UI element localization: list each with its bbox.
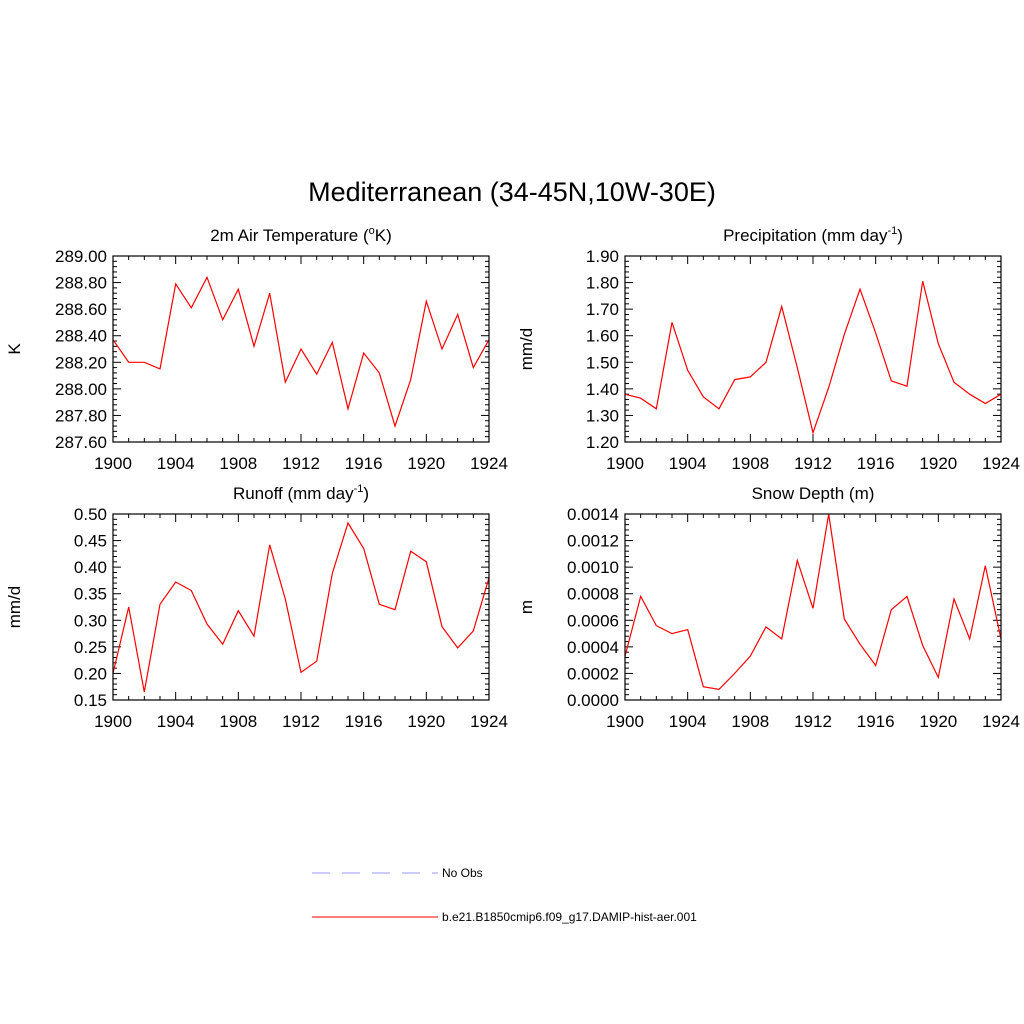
y-tick-label: 1.90 [586, 247, 619, 266]
figure-title: Mediterranean (34-45N,10W-30E) [308, 177, 716, 207]
x-tick-label: 1912 [282, 454, 320, 473]
legend-label-1: No Obs [442, 866, 483, 880]
x-tick-label: 1916 [857, 712, 895, 731]
panel-title-suffix: ) [897, 226, 903, 245]
panel-title-text: Precipitation (mm day [723, 226, 888, 245]
y-tick-label: 288.40 [55, 327, 107, 346]
y-tick-label: 1.40 [586, 380, 619, 399]
y-axis-label: K [5, 343, 24, 355]
x-tick-label: 1916 [345, 454, 383, 473]
y-tick-label: 287.80 [55, 406, 107, 425]
panel-title-superscript: -1 [887, 225, 897, 237]
y-tick-label: 0.15 [74, 691, 107, 710]
y-tick-label: 0.25 [74, 638, 107, 657]
panel-title-suffix: ) [363, 484, 369, 503]
x-tick-label: 1916 [857, 454, 895, 473]
x-tick-label: 1900 [94, 454, 132, 473]
x-tick-label: 1916 [345, 712, 383, 731]
x-tick-label: 1924 [982, 454, 1020, 473]
y-tick-label: 0.0010 [567, 558, 619, 577]
panel-title-superscript: o [369, 225, 375, 237]
panel-3: Runoff (mm day-1) mm/d 0.15 0.20 0.25 0.30 0.3… [5, 483, 508, 731]
x-tick-label: 1908 [219, 712, 257, 731]
y-tick-label: 287.60 [55, 433, 107, 452]
y-tick-label: 288.80 [55, 274, 107, 293]
panel-1: 2m Air Temperature (oK) K 287.60 287.80 288.… [5, 225, 508, 473]
panel-title-text: 2m Air Temperature ( [210, 226, 369, 245]
y-tick-label: 0.0002 [567, 664, 619, 683]
y-tick-label: 1.20 [586, 433, 619, 452]
x-tick-label: 1908 [731, 454, 769, 473]
x-tick-label: 1908 [731, 712, 769, 731]
x-tick-label: 1924 [470, 454, 508, 473]
x-tick-label: 1924 [982, 712, 1020, 731]
panel-title-suffix: K) [375, 226, 392, 245]
x-tick-label: 1920 [919, 712, 957, 731]
y-tick-label: 1.80 [586, 274, 619, 293]
y-axis-label: mm/d [5, 586, 24, 629]
x-tick-label: 1904 [669, 454, 707, 473]
y-tick-label: 0.45 [74, 532, 107, 551]
x-tick-label: 1904 [157, 454, 195, 473]
plot-frame [624, 513, 1002, 701]
panels: 2m Air Temperature (oK) K 287.60 287.80 288.… [5, 225, 1020, 731]
series-line [624, 281, 1002, 435]
y-tick-label: 0.20 [74, 664, 107, 683]
panel-title-text: Snow Depth (m) [752, 484, 875, 503]
plot-frame [112, 513, 490, 701]
y-tick-label: 0.50 [74, 505, 107, 524]
y-tick-label: 0.0000 [567, 691, 619, 710]
x-tick-label: 1912 [794, 454, 832, 473]
series-line [112, 275, 490, 429]
plot-frame [624, 255, 1002, 443]
y-tick-label: 0.30 [74, 611, 107, 630]
y-axis-label: mm/d [517, 328, 536, 371]
y-tick-label: 1.50 [586, 353, 619, 372]
y-tick-label: 289.00 [55, 247, 107, 266]
plot-frame [112, 255, 490, 443]
x-tick-label: 1912 [282, 712, 320, 731]
x-tick-label: 1920 [407, 712, 445, 731]
x-tick-label: 1924 [470, 712, 508, 731]
y-tick-label: 1.70 [586, 300, 619, 319]
x-tick-label: 1904 [157, 712, 195, 731]
y-tick-label: 0.0004 [567, 638, 619, 657]
x-tick-label: 1908 [219, 454, 257, 473]
x-tick-label: 1900 [94, 712, 132, 731]
y-tick-label: 0.0014 [567, 505, 619, 524]
y-tick-label: 288.00 [55, 380, 107, 399]
y-tick-label: 0.0006 [567, 611, 619, 630]
series-line [624, 513, 1002, 691]
panel-title-text: Runoff (mm day [233, 484, 354, 503]
panel-title-superscript: -1 [354, 483, 364, 495]
y-tick-label: 288.20 [55, 353, 107, 372]
legend: No Obs b.e21.B1850cmip6.f09_g17.DAMIP-his… [312, 866, 697, 924]
x-tick-label: 1904 [669, 712, 707, 731]
panel-4: Snow Depth (m) m 0.0000 0.0002 0.0004 0.0006 0… [517, 484, 1020, 731]
panel-2: Precipitation (mm day-1) mm/d 1.20 1.30 1.40… [517, 225, 1020, 473]
y-tick-label: 288.60 [55, 300, 107, 319]
x-tick-label: 1900 [606, 712, 644, 731]
series-line [112, 521, 490, 693]
panel-title: Runoff (mm day-1) [233, 483, 369, 503]
y-tick-label: 0.0008 [567, 585, 619, 604]
y-tick-label: 0.40 [74, 558, 107, 577]
y-tick-label: 1.60 [586, 327, 619, 346]
x-tick-label: 1912 [794, 712, 832, 731]
y-tick-label: 1.30 [586, 406, 619, 425]
x-tick-label: 1920 [407, 454, 445, 473]
panel-title: Snow Depth (m) [752, 484, 875, 503]
x-tick-label: 1900 [606, 454, 644, 473]
panel-title: 2m Air Temperature (oK) [210, 225, 392, 245]
x-tick-label: 1920 [919, 454, 957, 473]
y-axis-label: m [517, 600, 536, 614]
y-tick-label: 0.0012 [567, 532, 619, 551]
panel-title: Precipitation (mm day-1) [723, 225, 903, 245]
y-tick-label: 0.35 [74, 585, 107, 604]
legend-label-2: b.e21.B1850cmip6.f09_g17.DAMIP-hist-aer.… [442, 910, 697, 924]
